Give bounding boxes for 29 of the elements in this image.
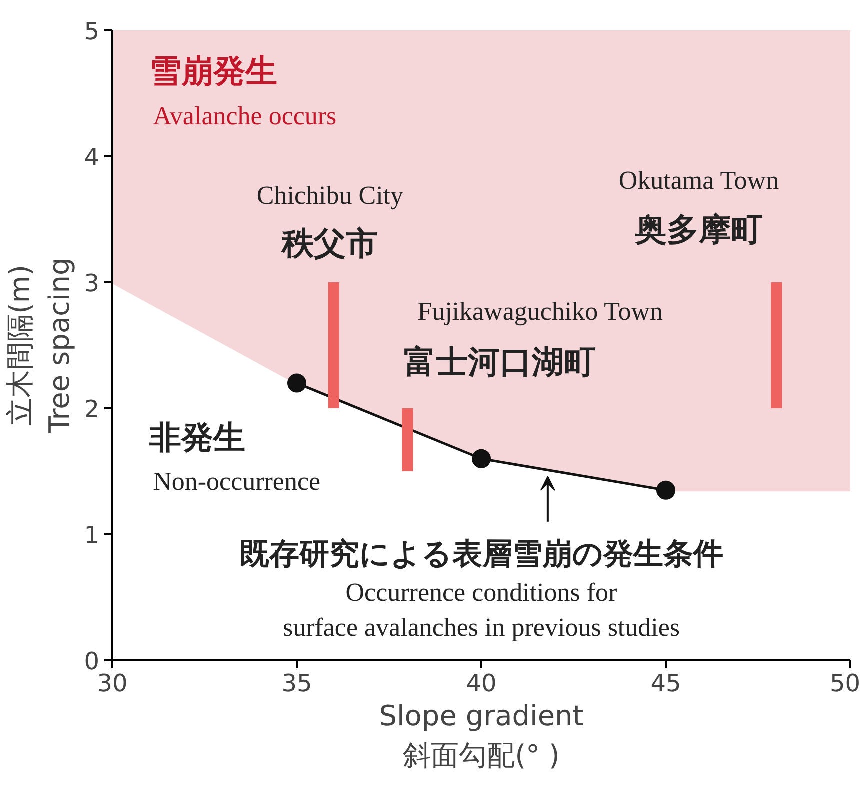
x-tick-label: 30 bbox=[97, 670, 128, 698]
annotation: 非発生 bbox=[148, 418, 246, 456]
x-axis-title: Slope gradient 斜面勾配(° ) bbox=[379, 700, 584, 772]
annotation: Avalanche occurs bbox=[153, 102, 337, 131]
y-tick-label: 4 bbox=[84, 144, 100, 172]
y-tick-label: 5 bbox=[84, 18, 100, 46]
annotation: 秩父市 bbox=[281, 224, 378, 262]
y-tick-label: 3 bbox=[84, 270, 100, 298]
annotation: Non-occurrence bbox=[153, 467, 321, 496]
point bbox=[472, 449, 491, 468]
annotation: 富士河口湖町 bbox=[404, 342, 596, 381]
y-tick-label: 1 bbox=[84, 522, 100, 550]
point bbox=[656, 480, 676, 500]
annotation: Okutama Town bbox=[618, 166, 780, 195]
y-axis-title: 立木間隔(m) Tree spacing bbox=[4, 258, 76, 434]
annotation: 既存研究による表層雪崩の発生条件 bbox=[240, 537, 724, 572]
y-tick-label: 0 bbox=[84, 648, 100, 676]
point bbox=[288, 374, 306, 393]
annotation: surface avalanches in previous studies bbox=[282, 613, 680, 642]
x-tick-label: 35 bbox=[282, 670, 312, 698]
y-tick-label: 2 bbox=[84, 396, 100, 424]
x-tick-label: 50 bbox=[830, 670, 861, 698]
x-tick-label: 45 bbox=[650, 670, 682, 698]
annotation: 奥多摩町 bbox=[634, 210, 764, 249]
x-tick-label: 40 bbox=[466, 670, 497, 698]
annotation: Occurrence conditions for bbox=[346, 578, 618, 607]
annotation: Fujikawaguchiko Town bbox=[418, 296, 664, 326]
annotation: 雪崩発生 bbox=[149, 52, 278, 90]
annotation: Chichibu City bbox=[256, 181, 404, 210]
